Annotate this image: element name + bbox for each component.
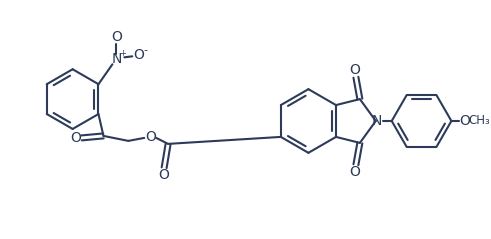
Text: N: N — [372, 114, 382, 128]
Text: O: O — [133, 48, 144, 62]
Text: O: O — [111, 30, 122, 44]
Text: CH₃: CH₃ — [468, 114, 490, 127]
Text: -: - — [143, 45, 147, 55]
Text: N: N — [111, 52, 122, 66]
Text: O: O — [159, 168, 169, 182]
Text: O: O — [70, 131, 81, 145]
Text: O: O — [459, 114, 470, 128]
Text: O: O — [350, 165, 360, 179]
Text: O: O — [145, 130, 156, 144]
Text: O: O — [350, 63, 360, 77]
Text: +: + — [119, 49, 126, 58]
